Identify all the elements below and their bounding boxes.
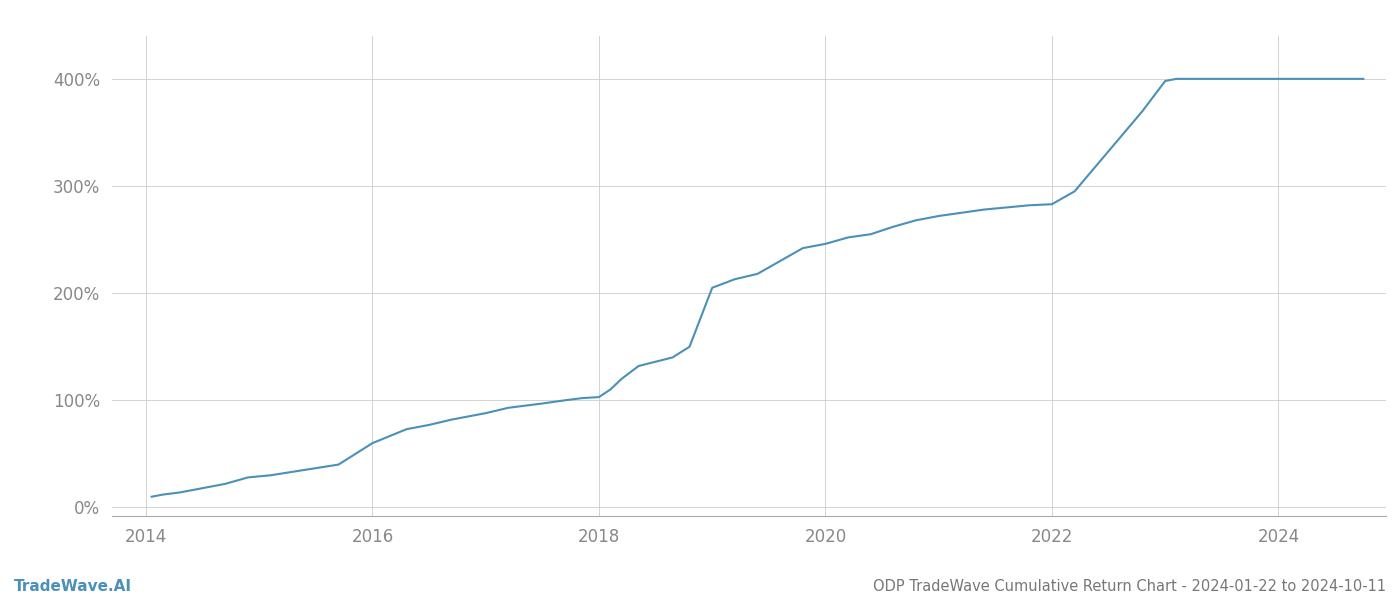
Text: TradeWave.AI: TradeWave.AI [14, 579, 132, 594]
Text: ODP TradeWave Cumulative Return Chart - 2024-01-22 to 2024-10-11: ODP TradeWave Cumulative Return Chart - … [872, 579, 1386, 594]
